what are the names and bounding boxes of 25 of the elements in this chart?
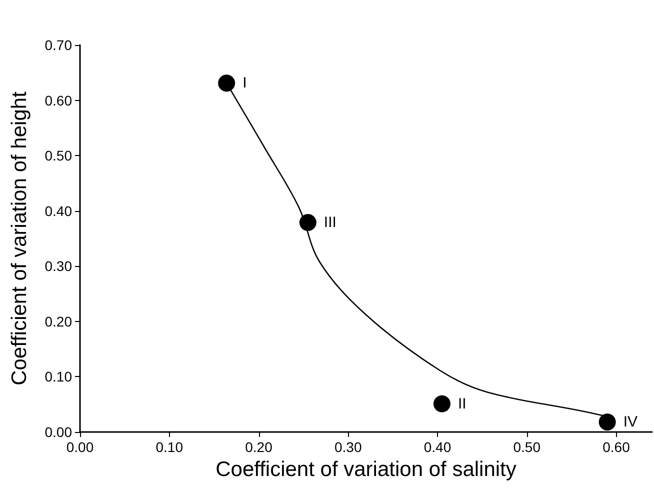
x-tick-label: 0.60: [602, 439, 630, 455]
point: [433, 395, 450, 412]
x-tick-label: 0.00: [66, 439, 94, 455]
point: [299, 214, 316, 231]
x-axis-title: Coefficient of variation of salinity: [216, 458, 517, 481]
y-axis-title: Coefficient of variation of height: [8, 91, 31, 386]
x-tick-label: 0.40: [424, 439, 452, 455]
annotation: II: [458, 395, 466, 412]
y-tick-label: 0.00: [44, 424, 72, 440]
x-tick-label: 0.50: [513, 439, 541, 455]
y-tick-label: 0.30: [44, 258, 72, 274]
annotation: III: [324, 214, 336, 231]
y-tick-label: 0.60: [44, 92, 72, 108]
point: [598, 414, 616, 431]
y-tick-label: 0.20: [44, 313, 72, 330]
y-tick-label: 0.10: [44, 368, 72, 385]
x-tick-label: 0.10: [156, 439, 184, 455]
y-tick-label: 0.50: [44, 148, 72, 164]
annotation: I: [242, 74, 247, 92]
x-tick-label: 0.30: [334, 439, 362, 455]
annotation: IV: [623, 414, 638, 431]
y-tick-label: 0.70: [44, 37, 72, 53]
point: [218, 74, 236, 92]
y-tick-label: 0.40: [44, 202, 72, 219]
x-tick-label: 0.20: [245, 439, 273, 455]
